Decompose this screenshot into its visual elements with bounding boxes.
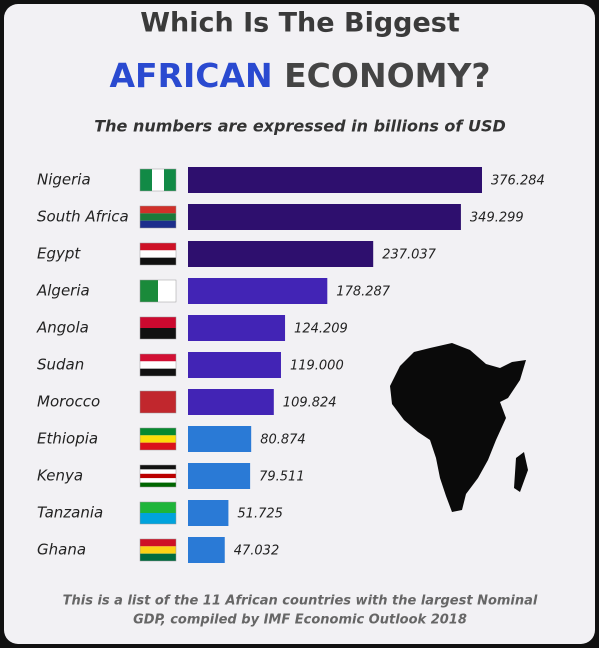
flag-border — [139, 353, 177, 377]
bar — [188, 537, 225, 563]
flag-stripe — [140, 280, 158, 302]
value-label: 349.299 — [470, 211, 524, 226]
flag-border — [139, 205, 177, 229]
flag-stripe — [140, 502, 176, 513]
value-label: 119.000 — [290, 359, 344, 374]
flag-stripe — [140, 546, 176, 554]
flag-stripe — [140, 317, 176, 328]
value-label: 51.725 — [237, 507, 282, 522]
footnote: GDP, compiled by IMF Economic Outlook 20… — [133, 613, 467, 628]
flag-stripe — [140, 469, 176, 474]
title-highlight: AFRICAN — [109, 56, 272, 95]
flag-border — [139, 464, 177, 488]
flag-stripe — [140, 465, 176, 470]
bar — [188, 389, 274, 415]
category-label: Angola — [36, 319, 89, 337]
flag-stripe — [140, 478, 176, 483]
bar — [188, 204, 461, 230]
category-label: Algeria — [36, 282, 90, 300]
flag-stripe — [140, 328, 176, 339]
flag-stripe — [140, 473, 176, 479]
category-label: Kenya — [37, 467, 83, 485]
value-label: 109.824 — [283, 396, 337, 411]
flag-border — [139, 168, 177, 192]
value-label: 47.032 — [234, 544, 279, 559]
flag-border — [139, 501, 177, 525]
category-label: Nigeria — [37, 171, 91, 189]
flag-stripe — [140, 513, 176, 524]
chart-title: Which Is The Biggest — [140, 8, 460, 39]
flag-stripe — [140, 361, 176, 369]
flag-border — [139, 427, 177, 451]
flag-stripe — [164, 169, 176, 191]
value-label: 79.511 — [259, 470, 305, 485]
category-label: Egypt — [37, 245, 81, 263]
flag-stripe — [140, 250, 176, 258]
footnote: This is a list of the 11 African countri… — [63, 594, 538, 609]
flag-stripe — [140, 553, 176, 561]
flag-stripe — [140, 220, 176, 228]
bar — [188, 315, 286, 341]
bar — [188, 241, 374, 267]
category-label: Ethiopia — [37, 430, 98, 448]
flag-stripe — [140, 482, 176, 487]
category-label: Ghana — [37, 541, 86, 559]
flag-stripe — [140, 442, 176, 450]
value-label: 124.209 — [294, 322, 348, 337]
value-label: 237.037 — [382, 248, 436, 263]
flag-border — [139, 316, 177, 340]
category-label: Sudan — [37, 356, 84, 374]
category-label: Tanzania — [37, 504, 103, 522]
flag-stripe — [158, 280, 176, 302]
flag-stripe — [140, 539, 176, 547]
flag-border — [139, 279, 177, 303]
value-label: 178.287 — [336, 285, 390, 300]
flag-stripe — [140, 391, 176, 413]
category-label: South Africa — [37, 208, 129, 226]
flag-stripe — [140, 354, 176, 362]
bar — [188, 167, 482, 193]
bar — [188, 352, 281, 378]
chart-title-main: AFRICAN ECONOMY? — [109, 56, 490, 95]
bar — [188, 500, 229, 526]
category-label: Morocco — [37, 393, 100, 411]
flag-border — [139, 242, 177, 266]
flag-stripe — [140, 435, 176, 443]
bar — [188, 278, 328, 304]
flag-stripe — [140, 428, 176, 436]
flag-stripe — [140, 243, 176, 251]
bar — [188, 463, 251, 489]
flag-stripe — [140, 206, 176, 214]
subtitle: The numbers are expressed in billions of… — [94, 117, 506, 136]
title-rest: ECONOMY? — [284, 56, 490, 95]
flag-stripe — [140, 257, 176, 265]
flag-stripe — [140, 169, 152, 191]
flag-border — [139, 390, 177, 414]
flag-stripe — [140, 213, 176, 221]
africa-map — [390, 343, 528, 512]
flag-stripe — [140, 368, 176, 376]
value-label: 376.284 — [491, 174, 545, 189]
bar — [188, 426, 252, 452]
value-label: 80.874 — [260, 433, 306, 448]
flag-border — [139, 538, 177, 562]
flag-stripe — [152, 169, 164, 191]
